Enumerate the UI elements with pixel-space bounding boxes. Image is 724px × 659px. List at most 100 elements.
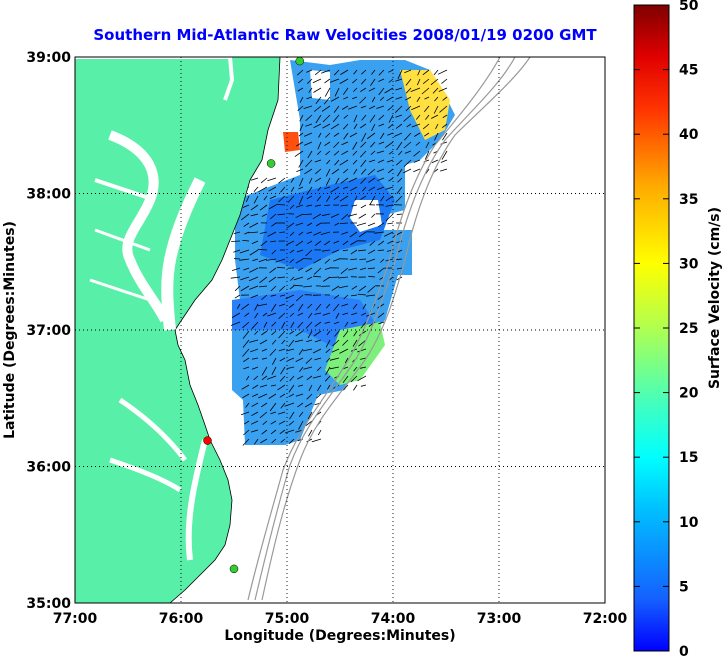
- velocity-arrow: [343, 96, 349, 100]
- velocity-arrow: [317, 150, 322, 155]
- velocity-arrow: [239, 249, 250, 254]
- station-marker: [266, 159, 276, 168]
- velocity-arrow: [299, 177, 304, 187]
- velocity-arrow: [251, 240, 259, 245]
- velocity-arrow: [378, 321, 385, 325]
- velocity-arrow: [260, 231, 268, 234]
- velocity-arrow: [368, 177, 376, 183]
- velocity-arrow: [294, 339, 304, 343]
- velocity-arrow: [251, 411, 259, 417]
- velocity-arrow: [398, 150, 403, 156]
- velocity-arrow: [248, 231, 259, 234]
- velocity-arrow: [405, 96, 412, 101]
- velocity-arrow: [396, 141, 403, 151]
- velocity-arrow: [397, 177, 403, 183]
- velocity-arrow: [245, 375, 250, 381]
- velocity-arrow: [324, 87, 331, 97]
- velocity-arrow: [437, 69, 448, 75]
- velocity-arrow: [386, 159, 394, 163]
- velocity-arrow: [359, 123, 367, 129]
- y-axis-ticks: 39:00 38:00 37:00 36:00 35:00: [26, 50, 71, 612]
- velocity-arrow: [250, 213, 259, 217]
- velocity-arrow: [245, 402, 250, 408]
- velocity-arrow: [360, 204, 367, 209]
- velocity-arrow: [313, 231, 322, 236]
- x-tick-label: 76:00: [159, 611, 204, 627]
- velocity-arrow: [307, 330, 313, 339]
- velocity-arrow: [439, 105, 448, 113]
- velocity-arrow: [371, 96, 376, 103]
- velocity-arrows: [230, 69, 448, 446]
- velocity-arrow: [297, 384, 304, 387]
- velocity-arrow: [258, 393, 268, 399]
- velocity-arrow: [298, 348, 304, 356]
- velocity-arrow: [251, 366, 259, 370]
- velocity-arrow: [297, 402, 304, 408]
- velocity-arrow: [249, 285, 259, 290]
- velocity-arrow: [435, 123, 439, 130]
- velocity-arrow: [287, 195, 295, 203]
- velocity-arrow: [411, 105, 421, 111]
- velocity-arrow: [279, 294, 286, 297]
- velocity-arrow: [403, 159, 412, 167]
- velocity-arrow: [289, 375, 295, 382]
- velocity-arrow: [403, 141, 412, 149]
- velocity-arrow: [404, 69, 412, 74]
- velocity-arrow: [433, 69, 439, 76]
- colorbar-tick-label: 35: [679, 192, 698, 208]
- velocity-arrow: [250, 204, 259, 211]
- velocity-arrow: [241, 384, 250, 390]
- velocity-arrow: [325, 339, 331, 348]
- velocity-arrow: [279, 357, 286, 362]
- velocity-arrow: [334, 159, 340, 166]
- velocity-arrow: [314, 204, 322, 207]
- velocity-arrow: [325, 132, 331, 138]
- velocity-arrow: [298, 132, 304, 137]
- x-axis-label: Longitude (Degrees:Minutes): [224, 628, 455, 644]
- velocity-arrow: [275, 258, 286, 263]
- velocity-arrow: [271, 249, 277, 255]
- velocity-arrow: [286, 348, 295, 352]
- velocity-arrow: [335, 177, 340, 185]
- velocity-arrow: [288, 438, 295, 444]
- velocity-arrow: [304, 402, 313, 408]
- velocity-arrow: [242, 393, 250, 399]
- velocity-arrow: [441, 150, 448, 160]
- velocity-arrow: [290, 276, 295, 281]
- velocity-arrow: [314, 69, 322, 76]
- velocity-arrow: [388, 276, 394, 281]
- velocity-arrow: [242, 438, 250, 446]
- colorbar-ticks: 0 5 10 15 20 25 30 35 40 45 50: [634, 0, 699, 659]
- velocity-arrow: [322, 123, 331, 129]
- velocity-arrow: [339, 195, 349, 202]
- coverage-area: [232, 60, 455, 445]
- velocity-arrow: [276, 266, 286, 269]
- velocity-arrow: [378, 222, 385, 228]
- velocity-arrow: [257, 248, 268, 251]
- velocity-arrow: [308, 429, 313, 437]
- velocity-arrow: [305, 249, 313, 257]
- velocity-arrow: [326, 195, 331, 202]
- velocity-arrow: [268, 186, 277, 192]
- velocity-arrow: [295, 393, 304, 397]
- velocity-arrow: [271, 438, 277, 444]
- velocity-arrow: [313, 258, 322, 264]
- velocity-arrow: [276, 204, 286, 206]
- peak-velocity-cell: [283, 132, 300, 152]
- velocity-arrow: [333, 303, 340, 312]
- velocity-arrow: [298, 231, 304, 236]
- velocity-arrow: [297, 87, 304, 92]
- velocity-arrow: [385, 204, 394, 207]
- radar-stations: [203, 57, 304, 574]
- velocity-arrow: [314, 159, 322, 163]
- velocity-arrow: [434, 96, 439, 102]
- velocity-arrow: [378, 114, 385, 121]
- velocity-arrow: [388, 78, 394, 83]
- y-axis-label: Latitude (Degrees:Minutes): [2, 221, 18, 439]
- station-marker: [229, 564, 239, 574]
- velocity-arrow: [303, 105, 313, 109]
- velocity-arrow: [349, 186, 358, 192]
- velocity-arrow: [388, 150, 394, 155]
- velocity-arrow: [324, 267, 331, 270]
- velocity-arrow: [260, 438, 268, 444]
